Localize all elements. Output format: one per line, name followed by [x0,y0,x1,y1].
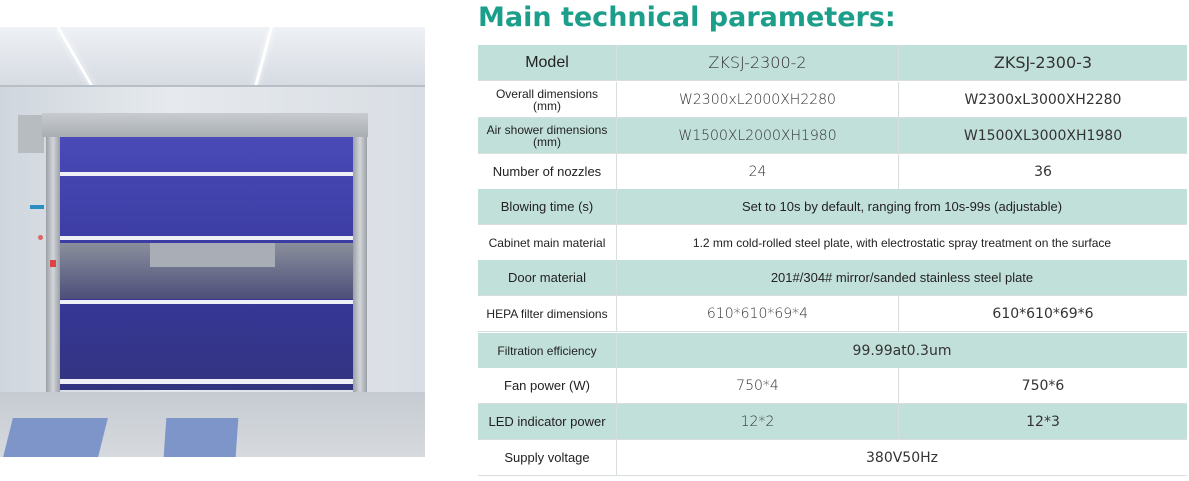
row-value: 750*6 [898,368,1187,403]
ceiling [0,27,425,87]
row-label: Air shower dimensions (mm) [478,118,617,153]
row-value: 99.99at0.3um [852,342,952,359]
row-value: 24 [748,163,767,180]
row-label: Door material [478,260,617,295]
table-row: Filtration efficiency 99.99at0.3um [478,333,1187,369]
row-label: Filtration efficiency [478,333,617,368]
row-label: Number of nozzles [478,154,617,189]
ceiling-edge [0,85,425,87]
row-label: Blowing time (s) [478,189,617,224]
door-header [42,113,368,137]
row-value: 1.2 mm cold-rolled steel plate, with ele… [692,235,1112,250]
row-label: Model [478,45,617,80]
row-value: W1500XL3000XH1980 [898,118,1187,153]
emergency-button [50,260,56,267]
door-stripe [60,172,353,176]
table-row: HEPA filter dimensions 610*610*69*4 610*61… [478,296,1187,332]
row-value: 201#/304# mirror/sanded stainless steel … [770,270,1034,285]
product-photo [0,27,425,457]
control-label [30,205,44,209]
table-row: Blowing time (s) Set to 10s by default, r… [478,189,1187,225]
row-label: LED indicator power [478,404,617,439]
door-frame-right [353,137,367,392]
table-row: Cabinet main material 1.2 mm cold-rolled … [478,225,1187,261]
row-label: Overall dimensions (mm) [478,82,617,117]
row-value: 12*3 [898,404,1187,439]
section-title: Main technical parameters: [478,2,896,33]
row-label: Fan power (W) [478,368,617,403]
row-value: W2300xL2000XH2280 [679,91,836,108]
row-value: W2300xL3000XH2280 [898,82,1187,117]
table-row: Supply voltage 380V50Hz [478,440,1187,476]
row-value: 750*4 [736,377,779,394]
table-header-row: Model ZKSJ-2300-2 ZKSJ-2300-3 [478,45,1187,81]
side-box [18,115,44,153]
door-stripe [60,379,353,384]
row-value: 380V50Hz [866,449,938,466]
door-stripe [60,236,353,240]
row-value: Set to 10s by default, ranging from 10s-… [741,199,1063,214]
row-value: 12*2 [740,413,775,430]
row-label: Supply voltage [478,440,617,475]
table-row: Number of nozzles 24 36 [478,154,1187,190]
table-row: LED indicator power 12*2 12*3 [478,404,1187,440]
door-stripe [60,300,353,304]
table-row: Fan power (W) 750*4 750*6 [478,368,1187,404]
table-row: Overall dimensions (mm) W2300xL2000XH2280… [478,82,1187,118]
row-value: 36 [898,154,1187,189]
model-name: ZKSJ-2300-3 [898,45,1187,80]
floor-mat [3,418,108,457]
row-label: Cabinet main material [478,225,617,260]
row-value: W1500XL2000XH1980 [678,127,837,144]
table-row: Door material 201#/304# mirror/sanded sta… [478,260,1187,296]
indicator-light [38,235,43,240]
row-label: HEPA filter dimensions [478,296,617,331]
row-value: 610*610*69*6 [898,296,1187,331]
row-value: 610*610*69*4 [706,305,809,322]
window-glass [150,243,275,267]
floor-mat [163,418,239,457]
table-row: Air shower dimensions (mm) W1500XL2000XH1… [478,118,1187,154]
model-name: ZKSJ-2300-2 [708,52,807,72]
